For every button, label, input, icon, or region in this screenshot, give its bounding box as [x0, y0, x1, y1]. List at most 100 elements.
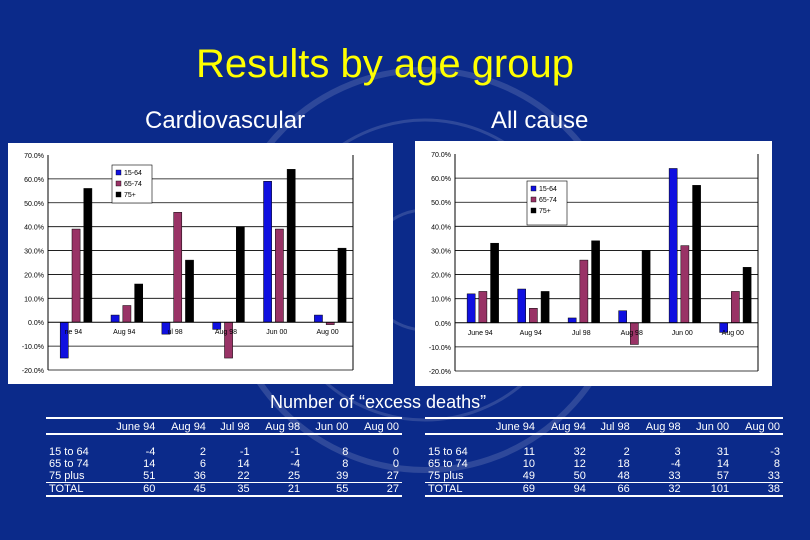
table-cell: 27: [351, 482, 402, 497]
table-row: TOTAL 69 94 66 32 101 38: [425, 482, 783, 497]
table-cell: 50: [573, 470, 586, 482]
table-caption: Number of “excess deaths”: [270, 392, 487, 412]
cardiovascular-chart-panel: 70.0% 60.0% 50.0% 40.0% 30.0% 20.0% 10.0% 0.0% -…: [8, 143, 393, 384]
table-header-cell: Aug 00: [732, 421, 783, 435]
table-header-cell: Aug 94: [538, 421, 589, 435]
table-header-cell: Aug 00: [351, 421, 402, 435]
table-top-rule: [303, 417, 352, 421]
table-cell: -3: [770, 446, 780, 458]
table-header-cell: Aug 98: [252, 421, 304, 435]
x-tick-label: Aug 98: [621, 330, 643, 337]
legend-swatch-15-64: [115, 169, 122, 176]
table-spacer: [158, 434, 209, 446]
table-cell: 94: [538, 482, 589, 497]
legend-swatch-65-74: [115, 180, 122, 187]
bar-75+-june-94: [83, 188, 93, 323]
x-tick-label: Jul 98: [572, 330, 591, 337]
y-tick-label: 10.0%: [24, 296, 44, 303]
table-cell: 10: [522, 458, 536, 470]
table-spacer: [732, 434, 783, 446]
table-spacer: [538, 434, 589, 446]
table-cell: 3: [674, 446, 681, 458]
y-tick-label: -20.0%: [429, 369, 451, 376]
bar-75+-aug-98: [641, 250, 651, 324]
bar-75+-jun-00: [286, 169, 296, 323]
table-cell: 14: [237, 458, 250, 470]
subtitle-all-cause: All cause: [491, 107, 589, 134]
y-tick-label: 20.0%: [24, 272, 44, 279]
table-top-rule: [732, 417, 783, 421]
table-cell: 48: [617, 470, 630, 482]
table-cell: 22: [237, 470, 250, 482]
bar-15-64-jul-98: [567, 317, 577, 324]
table-cell: 8: [342, 446, 349, 458]
table-cell: 39: [336, 470, 349, 482]
cardiovascular-chart: 70.0% 60.0% 50.0% 40.0% 30.0% 20.0% 10.0% 0.0% -…: [22, 153, 354, 375]
bar-75+-aug-94: [134, 283, 144, 323]
table-cell: 27: [386, 470, 399, 482]
bar-15-64-jun-00: [263, 181, 272, 323]
table-cell: 8: [342, 458, 349, 470]
table-cell: 25: [287, 470, 301, 482]
y-tick-label: 0.0%: [28, 320, 44, 327]
table-cell: 51: [143, 470, 156, 482]
bar-65-74-aug-94: [122, 305, 132, 323]
table-cell: 2: [623, 446, 630, 458]
table-top-rule: [588, 417, 633, 421]
table-top-rule: [102, 417, 159, 421]
table-header-row: June 94 Aug 94 Jul 98 Aug 98 Jun 00 Aug 00: [425, 421, 783, 435]
bar-65-74-june-94: [478, 291, 488, 324]
table-cell: 14: [143, 458, 156, 470]
table-cell: -1: [290, 446, 301, 458]
bar-75+-aug-00: [337, 247, 347, 323]
legend-swatch-65-74: [530, 196, 537, 203]
y-tick-label: 60.0%: [431, 176, 451, 183]
y-tick-label: 20.0%: [431, 273, 451, 280]
table-spacer: [633, 434, 684, 446]
table-top-rule: [46, 417, 103, 421]
table-top-rule: [481, 417, 539, 421]
table-top-rule: [351, 417, 402, 421]
legend-swatch-15-64: [530, 185, 537, 192]
table-cell: 33: [668, 470, 681, 482]
table-cell: 14: [716, 458, 730, 470]
row-label: 75 plus: [428, 470, 464, 482]
table-cell: -1: [239, 446, 250, 458]
table-cell: 38: [732, 482, 783, 497]
x-tick-label: ne 94: [65, 329, 83, 336]
table-cell: 60: [102, 482, 159, 497]
table-spacer: [253, 434, 304, 446]
table-cell: 36: [193, 470, 206, 482]
y-tick-label: 30.0%: [24, 249, 44, 256]
table-cell: 101: [683, 482, 733, 497]
table-cell: 12: [573, 458, 586, 470]
bar-15-64-aug-94: [517, 288, 526, 324]
legend-swatch-75+: [115, 191, 122, 198]
bar-65-74-june-94: [71, 228, 81, 323]
table-row: 15 to 64 11 32 2 3 31 -3: [425, 446, 783, 458]
table-cell: -4: [290, 458, 301, 470]
legend-label: 15-64: [539, 186, 557, 193]
table-cell: 11: [523, 446, 536, 458]
table-cell: 0: [392, 446, 399, 458]
row-label: 15 to 64: [428, 446, 468, 458]
all-cause-chart-panel: 70.0% 60.0% 50.0% 40.0% 30.0% 20.0% 10.0% 0.0% -…: [415, 141, 772, 386]
table-top-rule: [158, 417, 209, 421]
table-header-corner: [425, 421, 482, 435]
table-top-rule: [208, 417, 253, 421]
y-tick-label: -10.0%: [429, 345, 451, 352]
table-top-rule: [425, 417, 482, 421]
y-tick-label: 50.0%: [431, 200, 451, 207]
table-cell: 8: [773, 458, 780, 470]
table-cell: 31: [716, 446, 730, 458]
table-cell: 2: [199, 446, 206, 458]
row-label: 15 to 64: [49, 446, 89, 458]
x-tick-label: June 94: [468, 330, 493, 337]
y-tick-label: -20.0%: [22, 368, 44, 375]
table-cell: -4: [145, 446, 156, 458]
table-cell: 66: [588, 482, 633, 497]
bar-75+-june-94: [490, 242, 499, 324]
table-spacer: [482, 434, 538, 446]
bar-65-74-jun-00: [680, 245, 690, 324]
table-cell: 33: [767, 470, 780, 482]
